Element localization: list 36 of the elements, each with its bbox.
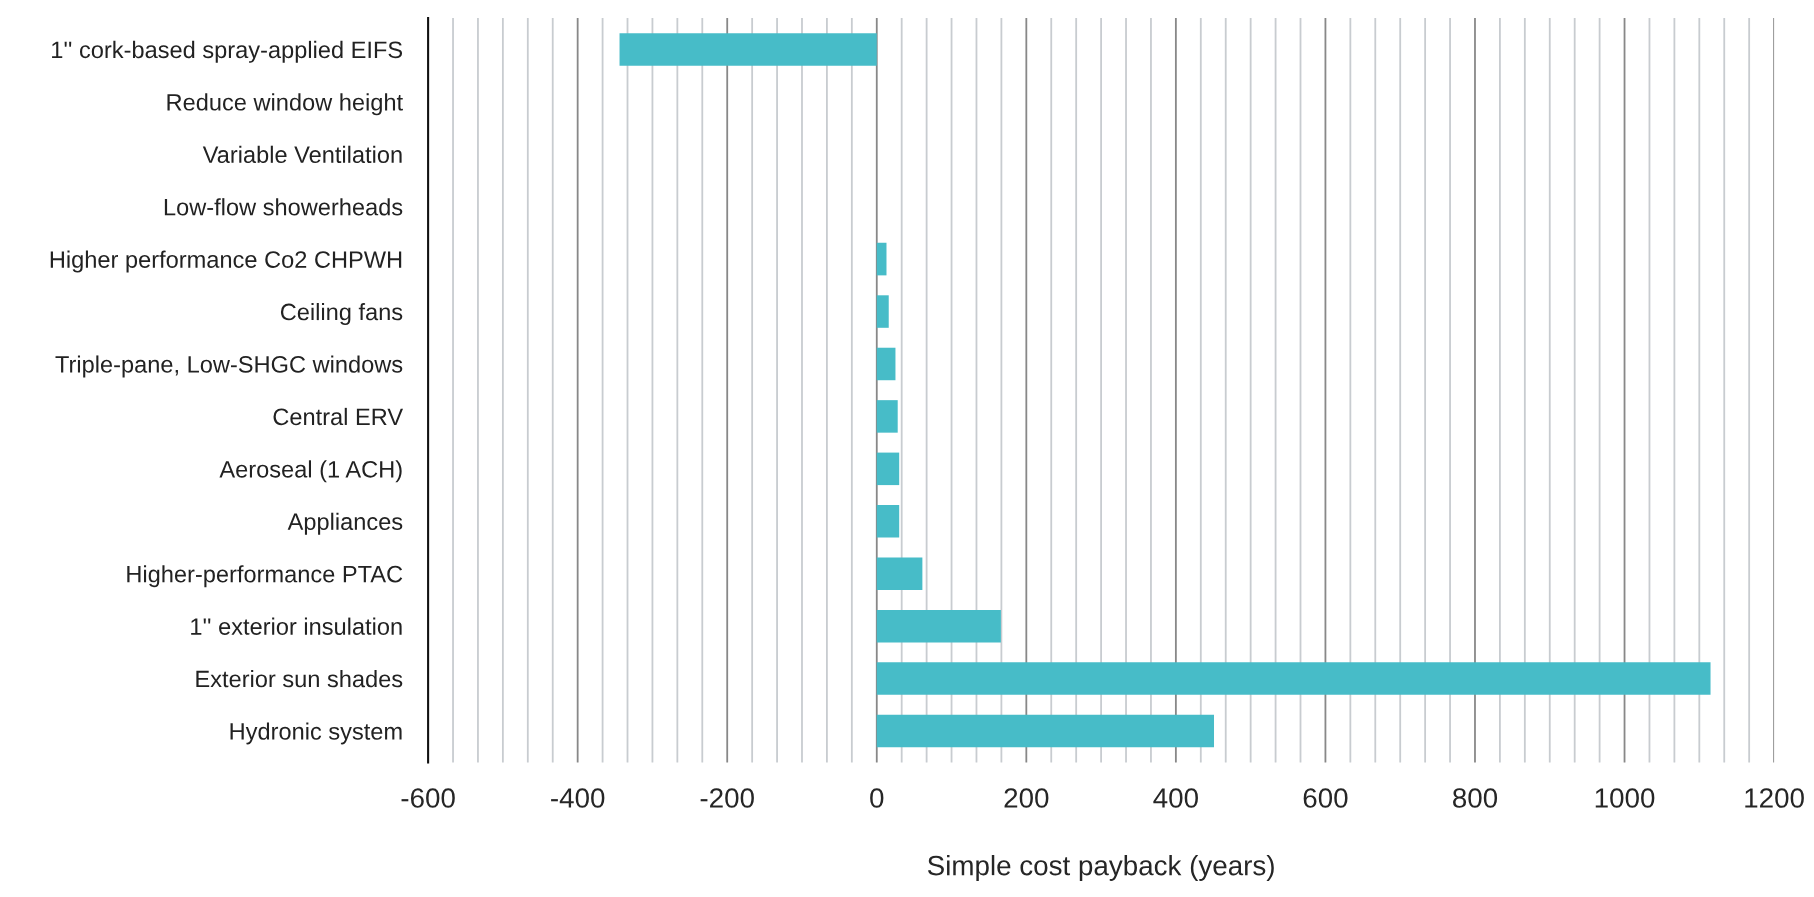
bar (876, 452, 900, 486)
y-tick-label: Aeroseal (1 ACH) (219, 460, 402, 483)
y-tick-label: Triple-pane, Low-SHGC windows (55, 355, 403, 378)
bar (876, 609, 1001, 643)
y-tick-label: Appliances (287, 512, 403, 535)
x-tick-label: 800 (1453, 788, 1498, 808)
x-tick-label: -200 (700, 788, 754, 808)
y-tick-label: Exterior sun shades (196, 670, 403, 688)
x-tick-label: -400 (551, 788, 605, 808)
y-tick-label: Hydronic system (230, 722, 402, 745)
x-tick-label: 600 (1303, 788, 1348, 808)
y-tick-label: 1'' exterior insulation (191, 617, 402, 635)
x-tick-label: 200 (1004, 788, 1049, 808)
bar (876, 662, 1711, 695)
x-axis-title: Simple cost payback (years) (927, 855, 1274, 881)
bar (876, 347, 896, 381)
y-tick-label: Variable Ventilation (202, 145, 402, 164)
bar (876, 295, 889, 328)
y-tick-label: Reduce window height (167, 93, 403, 116)
y-tick-label: Low-flow showerheads (164, 198, 403, 216)
y-tick-label: Higher-performance PTAC (127, 565, 403, 588)
y-tick-label: Central ERV (273, 407, 403, 426)
y-tick-label: Higher performance Co2 CHPWH (50, 250, 402, 273)
y-tick-label: Ceiling fans (280, 302, 403, 325)
x-tick-label: 1000 (1595, 788, 1655, 808)
bar (876, 714, 1215, 748)
y-tick-label: 1'' cork-based spray-applied EIFS (52, 40, 403, 63)
bar (619, 33, 877, 66)
x-tick-label: 400 (1153, 788, 1198, 808)
x-tick-label: 1200 (1745, 788, 1804, 808)
bar (876, 557, 923, 590)
bar (876, 242, 887, 276)
x-tick-label: 0 (870, 788, 884, 808)
x-tick-label: -600 (401, 788, 455, 808)
bar (876, 505, 900, 538)
bar (876, 400, 898, 433)
